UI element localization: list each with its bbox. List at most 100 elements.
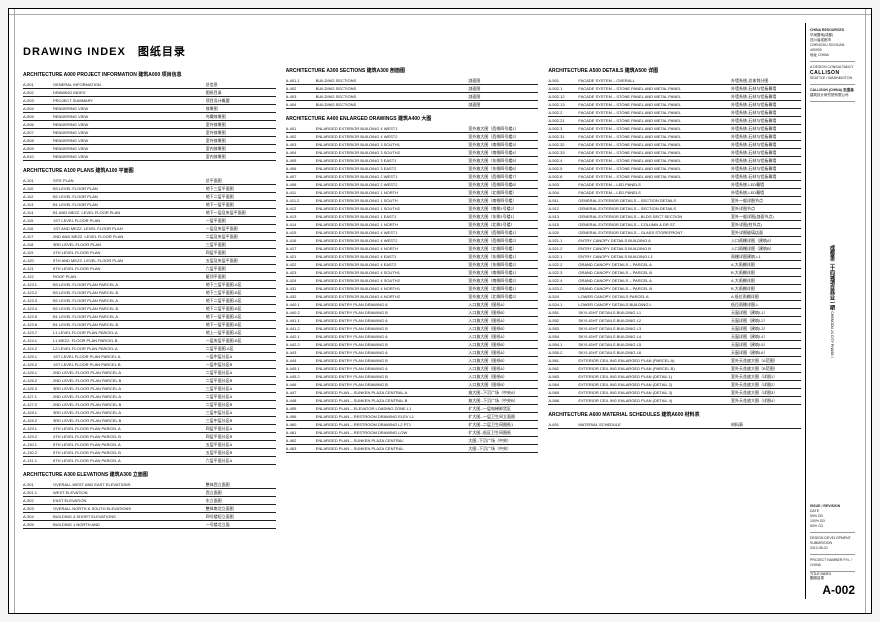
sheet-title-cn: 屋顶平面图 (206, 273, 276, 280)
sheet-title-en: ENLARGED EXTERIOR BUILDING 4 NORTH (316, 245, 469, 252)
sheet-title-cn: 地下二层平面图-B区 (206, 305, 276, 312)
sheet-no-cell: A-562 (548, 365, 578, 372)
sheet-title-cn: 二层平面分区A (206, 393, 276, 400)
sheet-title-en: PROJECT SUMMARY (53, 97, 206, 104)
sheet-title-en: ENLARGED EXTERIOR BUILDING 4 WEST2 (316, 237, 469, 244)
sheet-no-cell: A-561 (548, 357, 578, 364)
index-row: A-404BUILDING SECTIONS剖面图 (286, 101, 539, 109)
index-row: A-301.1WEST ELEVATION西立面图 (23, 489, 276, 497)
sheet-no-cell: A-004 (23, 105, 53, 112)
sheet-no-cell: A-128.2 (23, 417, 53, 424)
index-row: A-520GENERAL EXTERIOR DETAILS – GLASS ST… (548, 229, 801, 237)
sheet-title-cn: 室外放大图（北侧四号楼1） (468, 285, 538, 292)
sheet-no-cell: A-460 (286, 421, 316, 428)
sheet-title-cn: 入口放大图（图纸B） (468, 357, 538, 364)
sheet-title-en: ENLARGED ENTRY PLAN DRAWING A (316, 317, 469, 324)
sheet-no-cell: A-503 (548, 181, 578, 188)
sheet-title-en: BUILDING SECTIONS (316, 101, 469, 108)
index-row: A-422ENLARGED EXTERIOR BUILDING 4 EAST2室… (286, 261, 539, 269)
sheet-title-cn: 天窗详图（建筑L1） (731, 309, 801, 316)
index-row: A-125.21ST LEVEL FLOOR PLAN PARCEL B一层中层… (23, 361, 276, 369)
sheet-no-cell: A-565 (548, 389, 578, 396)
sheet-title-en: EXTERIOR CEIL ING ENLARGED PLAN (PARCEL … (578, 365, 731, 372)
sheet-title-cn: 一层中层分区B (206, 361, 276, 368)
sheet-title-en: B3 LEVEL FLOOR PLAN PARCEL B (53, 289, 206, 296)
sheet-no-cell: A-566 (548, 397, 578, 404)
project-name-vertical: 成都第二十四城项目商业一期 CHENGDU 24 CITY PHASE I (829, 239, 836, 364)
sheet-title-cn: 室外放大图（北侧四号楼2） (468, 293, 538, 300)
sheet-title-en: RENDERING VIEW (53, 153, 206, 160)
sheet-no-cell: A-301.1 (23, 489, 53, 496)
sheet-no-cell: A-412 (286, 205, 316, 212)
sheet-title-cn: 五层平面分区B (206, 449, 276, 456)
sheet-title-en: SKYLIGHT DETAILS BUILDING L2 (578, 317, 731, 324)
sheet-title-en: ENLARGED PLAN – SUNKEN PLAZA CENTRAL (316, 445, 469, 452)
index-row: A-554.1SKYLIGHT DETAILS BUILDING L5天窗详图（… (548, 341, 801, 349)
dev-line: DESIGN DEVELOPMENT SUBMISSION (810, 536, 855, 546)
rows-c1s3: A-301OVERALL WEST AND EAST ELEVATIONS整体西… (23, 481, 276, 529)
sheet-no-cell: A-126.1 (23, 369, 53, 376)
sheet-title-en: OVERALL WEST AND EAST ELEVATIONS (53, 481, 206, 488)
index-row: A-110B3 LEVEL FLOOR PLAN地下三层平面图 (23, 185, 276, 193)
sheet-title-en: ENTRY CANOPY DETAILS BUILDING A (578, 237, 731, 244)
sheet-title-en: 5TH AND MEZZ. LEVEL FLOOR PLAN (53, 257, 206, 264)
sheet-no-cell: A-303 (23, 505, 53, 512)
sheet-title-en: ENLARGED ENTRY PLAN DRAWING A (316, 333, 469, 340)
ruler-left (9, 9, 15, 613)
index-row: A-128.23RD LEVEL FLOOR PLAN PARCEL B三层中层… (23, 417, 276, 425)
index-row: A-423ENLARGED EXTERIOR BUILDING 4 SOUTH1… (286, 269, 539, 277)
index-row: A-411.2ENLARGED EXTERIOR BUILDING 1 SOUT… (286, 197, 539, 205)
sheet-no-cell: A-007 (23, 129, 53, 136)
sheet-title-cn: 扩大图--一层卫生间立面图 (468, 413, 538, 420)
index-row: A-401ENLARGED EXTERIOR BUILDING 4 WEST1室… (286, 125, 539, 133)
index-row: A-129.24TH LEVEL FLOOR PLAN PARCEL B四层平面… (23, 433, 276, 441)
index-row: A-415ENLARGED EXTERIOR BUILDING 4 WEST1室… (286, 229, 539, 237)
sheet-no-cell: A-131.1 (23, 457, 53, 464)
index-row: A-123.5B1 LEVEL FLOOR PLAN PARCEL A地下一层平… (23, 313, 276, 321)
project-cn: 成都第二十四城项目商业一期 (829, 245, 835, 310)
index-row: A-123.1B3 LEVEL FLOOR PLAN PARCEL A地下三层平… (23, 281, 276, 289)
sheet-title-cn: 地上一层平面图-A区 (206, 329, 276, 336)
sheet-title-en: ENLARGED PLAN – RESTROOM DRAWING L2 PT1 (316, 421, 469, 428)
section-head: ARCHITECTURE A300 SECTIONS 建筑A300 剖面图 (286, 67, 539, 74)
sheet-no-cell: A-554.1 (548, 341, 578, 348)
sheet-title-en: WEST ELEVATION (53, 489, 206, 496)
index-row: A-125.11ST LEVEL FLOOR PLAN PARCEL A一层中层… (23, 353, 276, 361)
sheet-title-cn: 三层中层分区B (206, 417, 276, 424)
index-row: A-005RENDERING VIEW鸟瞰效果图 (23, 113, 276, 121)
sheet-title-cn: 雨棚详图建筑-L1 (731, 253, 801, 260)
sheet-title-cn: 天窗详图（建筑L3） (731, 325, 801, 332)
rows-c1s2: A-101SITE PLAN总平面图A-110B3 LEVEL FLOOR PL… (23, 177, 276, 465)
sheet-title-en: 6TH LEVEL FLOOR PLAN PARCEL A (53, 457, 206, 464)
sheet-title-en: B1 LEVEL FLOOR PLAN (53, 201, 206, 208)
sheet-title-cn: 室外放大图（南侧四号楼1） (468, 269, 538, 276)
sheet-no-cell: A-126.2 (23, 377, 53, 384)
sheet-no-cell: A-123.6 (23, 321, 53, 328)
proj-no: PROJECT NUMBER P.N. / CHINA (810, 558, 855, 568)
sheet-title-cn: 外墙系统-石材与铝板幕墙 (731, 141, 801, 148)
sheet-no-cell: A-003 (23, 97, 53, 104)
sheet-no-cell: A-502.33 (548, 149, 578, 156)
sheet-no-cell: A-522.1 (548, 253, 578, 260)
sheet-no-cell: A-443 (286, 349, 316, 356)
sheet-no-cell: A-440.1 (286, 301, 316, 308)
index-row: A-126.22ND LEVEL FLOOR PLAN PARCEL B二层平面… (23, 377, 276, 385)
sheet-title-cn: 地下三层平面图 (206, 185, 276, 192)
sheet-no-cell: A-404 (286, 101, 316, 108)
sheet-no-cell: A-121 (23, 265, 53, 272)
owner-addr: 地址 CHINA (810, 53, 855, 58)
sheet-no-cell: A-445.1 (286, 365, 316, 372)
index-row: A-445.1ENLARGED ENTRY PLAN DRAWING A入口放大… (286, 365, 539, 373)
sheet-number: A-002 (810, 581, 855, 597)
sheet-title-cn: 材料表 (731, 421, 801, 428)
sheet-title-en: ENLARGED PLAN – RESTROOM DRAWING ELEV L1 (316, 413, 469, 420)
index-row: A-462ENLARGED PLAN – SUNKEN PLAZA CENTRA… (286, 437, 539, 445)
sheet-no-cell: A-116 (23, 225, 53, 232)
sheet-title-en: SKYLIGHT DETAILS BUILDING L4 (578, 333, 731, 340)
index-row: A-601MATERIAL SCHEDULE材料表 (548, 421, 801, 429)
sheet-no-cell: A-010 (23, 153, 53, 160)
sheet-title-cn: 室外放大图（东侧四号楼6） (468, 165, 538, 172)
sheet-no-cell: A-122 (23, 273, 53, 280)
index-row: A-1172ND AND MEZZ. LEVEL FLOOR PLAN二层及夹层… (23, 233, 276, 241)
sheet-title-en: 1ST LEVEL FLOOR PLAN PARCEL A (53, 353, 206, 360)
